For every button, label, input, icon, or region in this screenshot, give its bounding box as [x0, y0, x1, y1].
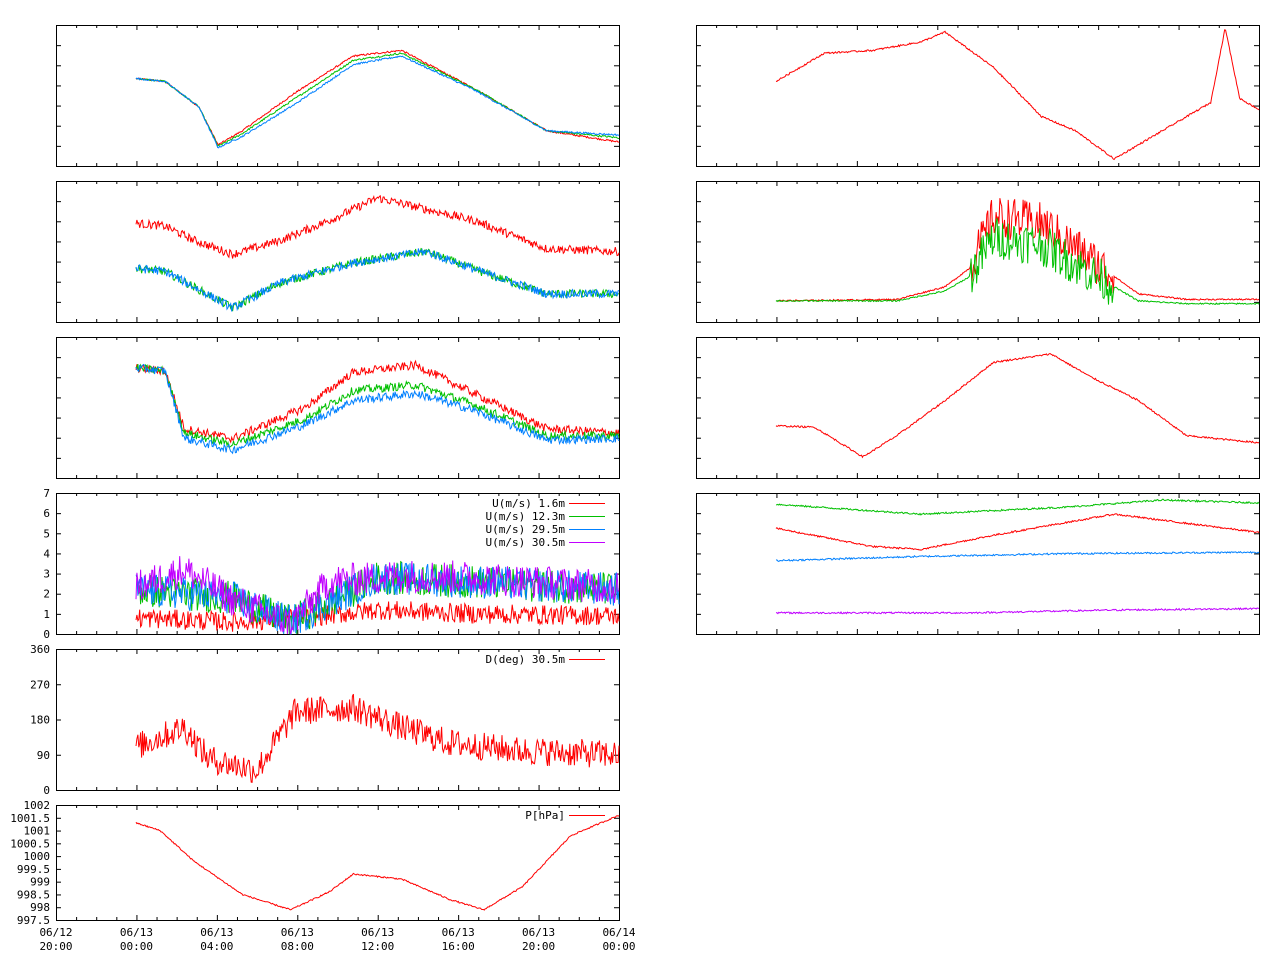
x-tick-label-time: 20:00	[522, 940, 555, 953]
series-line-red	[135, 693, 620, 783]
y-tick-label: 999	[30, 876, 50, 889]
series-line-red	[775, 29, 1260, 161]
y-tick-label: 3	[43, 568, 50, 581]
series-line-red	[135, 815, 620, 911]
panel-right_3	[696, 337, 1260, 479]
panel-wind_speed: 0 1 2 3 4 5 6 7 U(m/s) 1.6mU(m/s) 12.3mU(m/s) 29…	[43, 487, 620, 641]
panel-right_1	[696, 25, 1260, 167]
series-line-purple	[775, 607, 1260, 615]
x-tick-label-time: 04:00	[200, 940, 233, 953]
series-line-green	[135, 363, 620, 448]
y-tick-label: 999.5	[17, 863, 50, 876]
x-tick-label-date: 06/14	[602, 926, 635, 939]
legend-label: U(m/s) 12.3m	[486, 510, 566, 523]
y-tick-label: 270	[30, 678, 50, 691]
series-line-red	[775, 352, 1260, 459]
x-tick-label-date: 06/13	[442, 926, 475, 939]
x-tick-label-date: 06/13	[281, 926, 314, 939]
series-line-blue	[135, 55, 620, 149]
x-tick-label-date: 06/13	[120, 926, 153, 939]
panel-frame	[56, 805, 620, 921]
series-line-green	[775, 498, 1260, 516]
y-tick-label: 90	[37, 749, 50, 762]
y-tick-label: 1001	[24, 825, 51, 838]
series-line-red	[135, 194, 620, 259]
y-tick-label: 997.5	[17, 914, 50, 927]
legend-label: U(m/s) 30.5m	[486, 536, 566, 549]
series-line-blue	[775, 550, 1260, 562]
y-tick-label: 180	[30, 714, 50, 727]
x-tick-label-date: 06/12	[39, 926, 72, 939]
y-tick-label: 6	[43, 507, 50, 520]
series-line-red	[135, 601, 620, 632]
legend-label: U(m/s) 1.6m	[492, 497, 565, 510]
y-tick-label: 1002	[24, 799, 51, 812]
series-line-green	[775, 218, 1260, 305]
series-line-red	[135, 359, 620, 444]
legend-label: P[hPa]	[525, 809, 565, 822]
panel-frame	[56, 181, 620, 323]
x-tick-label-date: 06/13	[522, 926, 555, 939]
y-tick-label: 0	[43, 628, 50, 641]
x-tick-label-time: 16:00	[442, 940, 475, 953]
series-line-blue	[135, 363, 620, 455]
y-tick-label: 1000.5	[10, 837, 50, 850]
x-tick-label-date: 06/13	[361, 926, 394, 939]
y-tick-label: 998	[30, 901, 50, 914]
x-tick-label-time: 08:00	[281, 940, 314, 953]
series-line-red	[776, 198, 1260, 302]
panel-humidity_profile	[56, 181, 620, 323]
series-line-red	[775, 513, 1260, 551]
panel-frame	[56, 25, 620, 167]
y-tick-label: 1000	[24, 850, 51, 863]
series-line-blue	[135, 248, 620, 312]
panel-pressure: 997.5998998.5999999.510001000.510011001.…	[10, 799, 620, 927]
y-tick-label: 360	[30, 643, 50, 656]
y-tick-label: 1	[43, 608, 50, 621]
y-tick-label: 998.5	[17, 888, 50, 901]
panel-wind_direction: 0 90 180 270 360 D(deg) 30.5m	[30, 643, 620, 797]
legend-label: D(deg) 30.5m	[486, 653, 566, 666]
x-tick-label-time: 00:00	[602, 940, 635, 953]
panel-frame	[696, 337, 1260, 479]
panel-right_4	[696, 493, 1260, 635]
panel-right_2	[696, 181, 1260, 323]
x-tick-label-time: 12:00	[361, 940, 394, 953]
legend-label: U(m/s) 29.5m	[486, 523, 566, 536]
y-tick-label: 5	[43, 527, 50, 540]
y-tick-label: 0	[43, 784, 50, 797]
y-tick-label: 7	[43, 487, 50, 500]
panel-frame	[696, 25, 1260, 167]
y-tick-label: 4	[43, 547, 50, 560]
series-line-green	[135, 52, 620, 147]
panel-temp_profile_2	[56, 337, 620, 479]
panel-temp_profile	[56, 25, 620, 167]
y-tick-label: 2	[43, 588, 50, 601]
x-tick-label-date: 06/13	[200, 926, 233, 939]
x-tick-label-time: 20:00	[39, 940, 72, 953]
x-tick-label-time: 00:00	[120, 940, 153, 953]
y-tick-label: 1001.5	[10, 812, 50, 825]
series-line-green	[135, 247, 620, 312]
series-line-purple	[135, 556, 620, 635]
